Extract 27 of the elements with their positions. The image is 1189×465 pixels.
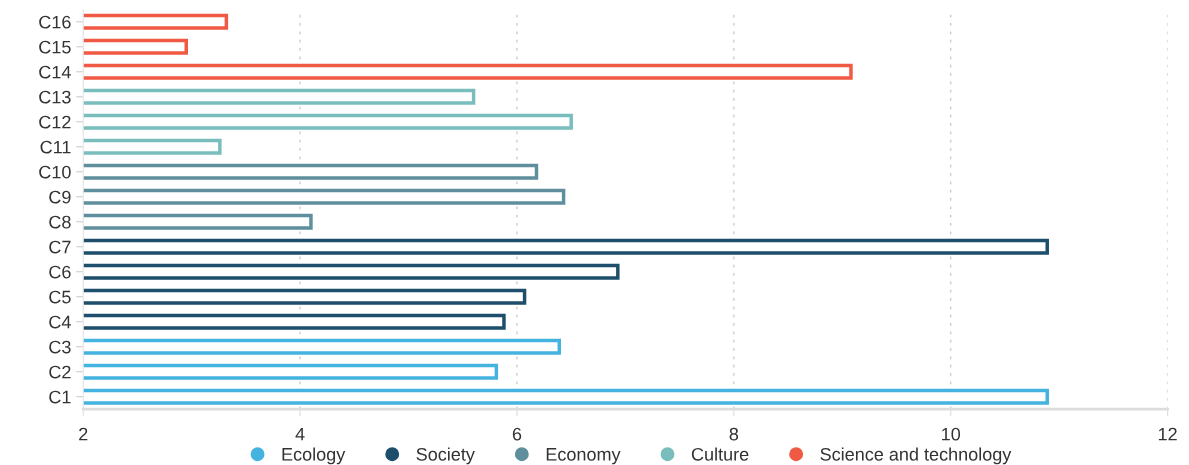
y-tick-label: C1: [49, 390, 71, 404]
x-tick-label: 6: [512, 427, 522, 441]
legend-label: Economy: [546, 448, 621, 465]
y-tick-label: C9: [49, 190, 71, 204]
y-tick-label: C11: [40, 140, 71, 154]
legend-label: Ecology: [282, 447, 346, 465]
y-tick-label: C4: [49, 315, 71, 329]
legend-label: Society: [416, 447, 475, 465]
y-tick-label: C8: [49, 215, 71, 229]
y-tick-label: C10: [39, 165, 71, 179]
y-tick-label: C14: [39, 65, 71, 79]
x-tick-label: 4: [295, 427, 305, 441]
y-tick-label: C13: [39, 90, 71, 104]
y-tick-label: C2: [49, 365, 71, 379]
x-tick-label: 2: [79, 427, 88, 441]
legend-label: Science and technology: [820, 447, 1012, 465]
legend-label: Culture: [691, 447, 749, 461]
y-tick-label: C5: [49, 290, 71, 304]
y-tick-label: C6: [49, 265, 71, 279]
y-tick-label: C7: [49, 240, 71, 254]
x-tick-label: 12: [1158, 427, 1177, 441]
x-tick-label: 8: [729, 427, 739, 441]
x-tick-label: 10: [942, 427, 961, 441]
y-tick-label: C3: [49, 340, 71, 354]
y-tick-label: C16: [39, 15, 71, 29]
y-tick-label: C12: [39, 115, 71, 129]
y-tick-label: C15: [39, 40, 71, 54]
